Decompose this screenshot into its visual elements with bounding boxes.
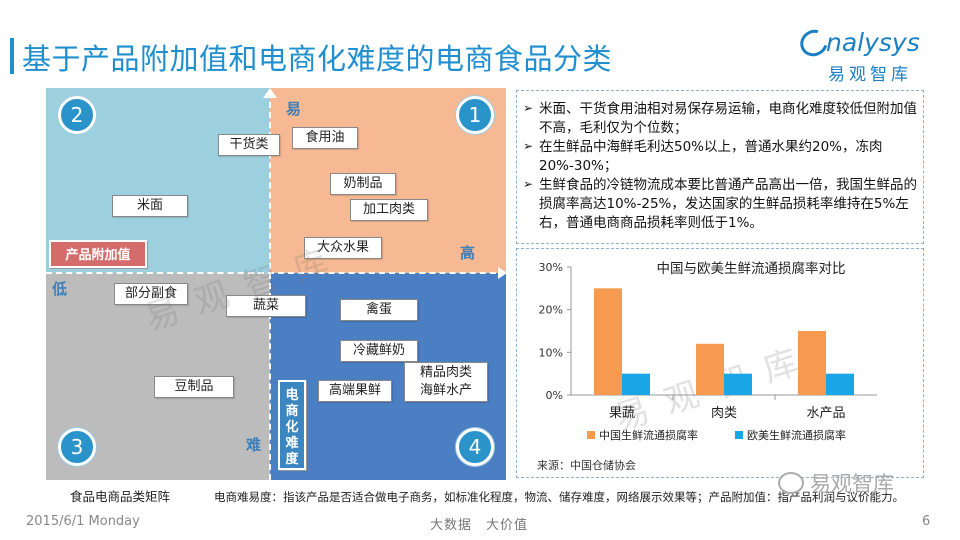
item-premium-fruit: 高端果鲜: [318, 380, 392, 402]
x-category-label: 水产品: [806, 406, 845, 421]
axis-label-high: 高: [460, 244, 476, 262]
legend-label: 欧美生鲜流通损腐率: [747, 428, 846, 442]
bullet-arrow-icon: ➢: [523, 177, 534, 191]
footer-date: 2015/6/1 Monday: [26, 514, 140, 529]
logo-subtitle: 易观智库: [828, 65, 912, 85]
bar-china-0: [594, 288, 622, 395]
item-poultry-eggs: 禽蛋: [340, 299, 418, 321]
y-tick-label: 10%: [539, 346, 563, 359]
logo-text: nalysys: [826, 28, 920, 57]
definition-footnote: 电商难易度：指该产品是否适合做电子商务，如标准化程度，物流、储存难度，网络展示效…: [214, 490, 904, 504]
bullet-arrow-icon: ➢: [523, 139, 534, 153]
axis-label-easy: 易: [286, 100, 302, 118]
y-tick-label: 0%: [546, 389, 563, 402]
quadrant-number-1: 1: [456, 96, 494, 134]
item-edible-oil: 食用油: [292, 127, 358, 149]
arrow-up-icon: [263, 88, 277, 98]
bullet-arrow-icon: ➢: [523, 101, 534, 115]
item-soy-products: 豆制品: [154, 376, 234, 398]
item-premium-meat: 精品肉类: [419, 365, 472, 380]
chart-source: 来源：中国仓储协会: [537, 459, 636, 472]
title-accent-bar: [10, 38, 14, 74]
x-category-label: 肉类: [711, 406, 737, 421]
y-tick-label: 20%: [539, 304, 563, 317]
item-chilled-milk: 冷藏鲜奶: [340, 340, 418, 362]
item-seafood: 海鲜水产: [419, 383, 472, 398]
notes-panel: ➢ 米面、干货食用油相对易保存易运输，电商化难度较低但附加值不高，毛利仅为个位数…: [516, 90, 924, 244]
wechat-icon: [778, 472, 804, 494]
note-bullet-2: 在生鲜品中海鲜毛利达50%以上，普通水果约20%，冻肉20%-30%；: [539, 139, 883, 174]
bar-west-1: [724, 373, 752, 395]
item-premium-meat-seafood: 精品肉类 海鲜水产: [404, 362, 488, 402]
note-bullet-1: 米面、干货食用油相对易保存易运输，电商化难度较低但附加值不高，毛利仅为个位数；: [539, 101, 917, 136]
chart-title: 中国与欧美生鲜流通损腐率对比: [656, 261, 846, 277]
quadrant-number-2: 2: [58, 96, 96, 134]
item-non-staple: 部分副食: [114, 283, 188, 305]
item-processed-meat: 加工肉类: [350, 199, 428, 221]
y-tick-label: 30%: [539, 261, 563, 274]
x-category-label: 果蔬: [609, 406, 635, 421]
item-fruit: 大众水果: [304, 237, 382, 259]
bar-west-2: [826, 373, 854, 395]
value-axis-tag: 产品附加值: [49, 240, 147, 268]
page-title: 基于产品附加值和电商化难度的电商食品分类: [22, 42, 613, 76]
difficulty-axis-tag: 电商化难度: [278, 380, 306, 470]
item-dairy: 奶制品: [330, 173, 396, 195]
legend-swatch: [587, 431, 595, 439]
wechat-account: 易观智库: [810, 472, 894, 496]
matrix-caption: 食品电商品类矩阵: [70, 489, 171, 504]
item-rice-flour: 米面: [112, 195, 188, 217]
category-matrix: 2 1 3 4 易 难 低 高 产品附加值 电商化难度 干货类 食用油 奶制品 …: [46, 88, 507, 480]
item-vegetables: 蔬菜: [226, 295, 306, 317]
quadrant-number-4: 4: [456, 428, 494, 466]
bar-china-2: [798, 331, 826, 395]
item-dry-goods: 干货类: [218, 134, 280, 156]
vertical-axis: [269, 92, 271, 480]
legend-swatch: [735, 431, 743, 439]
quadrant-number-3: 3: [58, 428, 96, 466]
horizontal-axis: [46, 272, 506, 274]
difficulty-axis-text: 电商化难度: [285, 388, 299, 467]
analysys-logo: nalysys 易观智库: [795, 24, 930, 86]
axis-label-low: 低: [52, 280, 68, 298]
note-bullet-3: 生鲜食品的冷链物流成本要比普通产品高出一倍，我国生鲜品的损腐率高达10%-25%…: [539, 177, 917, 231]
axis-label-hard: 难: [246, 436, 262, 454]
bar-west-0: [622, 373, 650, 395]
bar-china-1: [696, 343, 724, 395]
legend-label: 中国生鲜流通损腐率: [599, 428, 698, 442]
wechat-watermark: 易观智库: [778, 468, 948, 498]
arrow-right-icon: [498, 267, 507, 279]
loss-rate-chart-panel: 中国与欧美生鲜流通损腐率对比 0% 10% 20% 30% 果蔬 肉类 水产品中国生鲜流通损…: [516, 248, 924, 478]
page-number: 6: [922, 514, 931, 529]
footer-slogan: 大数据 大价值: [430, 518, 529, 533]
